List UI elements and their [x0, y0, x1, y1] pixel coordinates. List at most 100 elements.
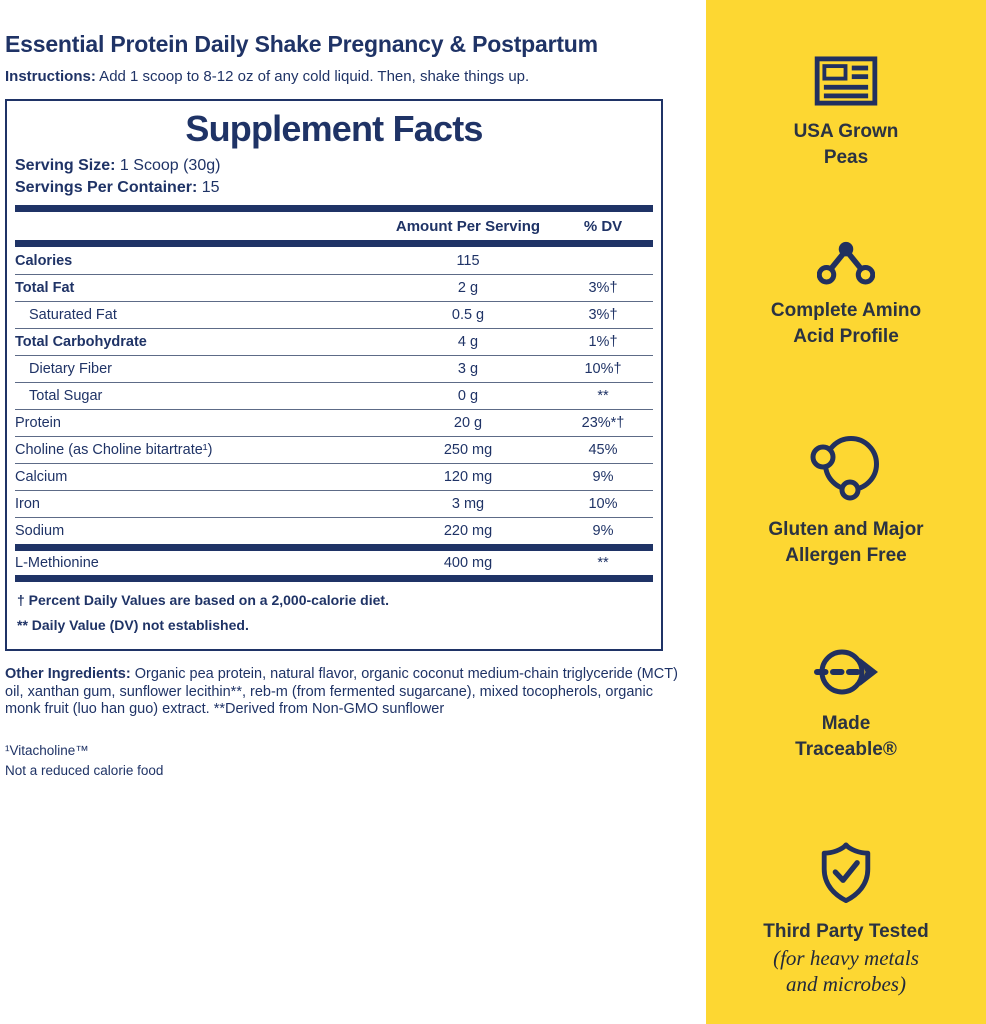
other-ingredients-text: Organic pea protein, natural flavor, org…: [5, 666, 678, 717]
table-row: Choline (as Choline bitartrate¹) 250 mg …: [15, 436, 653, 463]
feature-third-party-tested: Third Party Tested (for heavy metals and…: [706, 840, 986, 997]
feature-line: Third Party Tested: [763, 921, 929, 942]
nutrient-name: Iron: [15, 496, 40, 512]
feature-line: Made: [821, 713, 871, 734]
nutrient-name: Choline (as Choline bitartrate¹): [15, 442, 213, 458]
nutrient-dv: 1%†: [588, 334, 618, 350]
nutrient-amount: 250 mg: [443, 442, 493, 458]
table-row: Saturated Fat 0.5 g 3%†: [15, 301, 653, 328]
footnote-dv-not-established: ** Daily Value (DV) not established.: [17, 617, 249, 633]
molecule-icon: [817, 241, 875, 285]
page-title: Essential Protein Daily Shake Pregnancy …: [5, 31, 598, 57]
nutrient-amount: 3 g: [457, 361, 479, 377]
nutrient-dv: 3%†: [588, 280, 618, 296]
nutrient-dv: 9%: [592, 523, 614, 539]
nutrient-name: L-Methionine: [15, 555, 99, 571]
nutrient-amount: 4 g: [457, 334, 479, 350]
serving-info: Serving Size: 1 Scoop (30g) Servings Per…: [15, 155, 653, 199]
table-row: Total Fat 2 g 3%†: [15, 274, 653, 301]
thick-divider-bar: [15, 240, 653, 247]
feature-usa-grown-peas: USA Grown Peas: [706, 56, 986, 171]
nutrient-dv: 10%†: [584, 361, 622, 377]
table-row: Iron 3 mg 10%: [15, 490, 653, 517]
usa-flag-icon: [814, 56, 878, 106]
nutrient-dv: 9%: [592, 469, 614, 485]
thick-divider-bar: [15, 544, 653, 551]
supplement-facts-title: Supplement Facts: [185, 108, 483, 149]
serving-size-value: 1 Scoop (30g): [115, 157, 221, 174]
nutrient-amount: 2 g: [457, 280, 479, 296]
servings-value: 15: [197, 179, 220, 196]
instructions-text: Add 1 scoop to 8-12 oz of any cold liqui…: [95, 68, 530, 85]
column-header-amount: Amount Per Serving: [395, 217, 541, 235]
shield-check-icon: [821, 842, 871, 904]
table-row: Calories 115: [15, 247, 653, 274]
feature-note: (for heavy metals and microbes): [706, 945, 986, 997]
nutrient-dv: 23%*†: [581, 415, 625, 431]
calorie-note: Not a reduced calorie food: [5, 762, 164, 778]
table-row: Total Carbohydrate 4 g 1%†: [15, 328, 653, 355]
feature-complete-amino: Complete Amino Acid Profile: [706, 240, 986, 350]
instructions: Instructions: Add 1 scoop to 8-12 oz of …: [5, 67, 705, 86]
column-header-dv: % DV: [583, 217, 623, 235]
traceable-arrow-icon: [814, 649, 878, 695]
supplement-facts-panel: Supplement Facts Serving Size: 1 Scoop (…: [5, 99, 663, 651]
nutrient-amount: 0 g: [457, 388, 479, 404]
table-header-row: Amount Per Serving % DV: [15, 212, 653, 240]
nutrient-amount: 120 mg: [443, 469, 493, 485]
table-row: Dietary Fiber 3 g 10%†: [15, 355, 653, 382]
serving-size-line: Serving Size: 1 Scoop (30g): [15, 155, 653, 177]
nutrient-dv: 45%: [588, 442, 618, 458]
circles-icon: [810, 436, 879, 501]
nutrient-amount: 3 mg: [451, 496, 485, 512]
nutrient-dv: **: [597, 555, 609, 571]
feature-sidebar: USA Grown Peas Complete Amino Acid Profi…: [706, 0, 986, 1024]
nutrient-amount: 400 mg: [443, 555, 493, 571]
nutrient-name: Calcium: [15, 469, 68, 485]
feature-line: Traceable®: [795, 739, 897, 760]
serving-size-label: Serving Size:: [15, 157, 116, 174]
nutrient-dv: 3%†: [588, 307, 618, 323]
nutrient-name: Total Carbohydrate: [15, 334, 147, 350]
nutrient-name: Calories: [15, 252, 73, 269]
nutrient-name: Total Fat: [15, 280, 75, 296]
feature-made-traceable: Made Traceable®: [706, 646, 986, 763]
nutrient-dv: **: [597, 388, 609, 404]
other-ingredients: Other Ingredients: Organic pea protein, …: [5, 666, 681, 719]
table-row: Sodium 220 mg 9%: [15, 517, 653, 544]
feature-gluten-allergen-free: Gluten and Major Allergen Free: [706, 434, 986, 569]
nutrient-amount: 0.5 g: [451, 307, 485, 323]
table-row: Calcium 120 mg 9%: [15, 463, 653, 490]
bottom-notes: ¹Vitacholine™ Not a reduced calorie food: [5, 741, 705, 781]
feature-label: Third Party Tested: [706, 919, 986, 945]
vitacholine-note: ¹Vitacholine™: [5, 742, 89, 758]
feature-label: USA Grown Peas: [706, 119, 986, 171]
feature-note-line: and microbes): [786, 972, 906, 996]
footnote-daily-values: † Percent Daily Values are based on a 2,…: [17, 592, 389, 608]
nutrient-amount: 220 mg: [443, 523, 493, 539]
feature-line: Peas: [823, 147, 869, 168]
thick-divider-bar: [15, 575, 653, 582]
feature-label: Gluten and Major Allergen Free: [706, 517, 986, 569]
nutrient-name: Protein: [15, 415, 61, 431]
servings-label: Servings Per Container:: [15, 179, 198, 196]
feature-label: Made Traceable®: [706, 711, 986, 763]
instructions-label: Instructions:: [5, 68, 96, 85]
feature-line: USA Grown: [793, 121, 899, 142]
nutrient-amount: 115: [456, 252, 480, 269]
feature-line: Gluten and Major: [768, 519, 924, 540]
nutrient-name: Dietary Fiber: [29, 361, 112, 377]
servings-per-container-line: Servings Per Container: 15: [15, 177, 653, 199]
table-row: Protein 20 g 23%*†: [15, 409, 653, 436]
nutrition-rows: Calories 115 Total Fat 2 g 3%† Saturated…: [15, 247, 653, 544]
label-panel: Essential Protein Daily Shake Pregnancy …: [5, 0, 705, 781]
nutrient-amount: 20 g: [453, 415, 483, 431]
feature-label: Complete Amino Acid Profile: [706, 298, 986, 350]
table-row: Total Sugar 0 g **: [15, 382, 653, 409]
feature-line: Allergen Free: [785, 545, 907, 566]
facts-footnotes: † Percent Daily Values are based on a 2,…: [15, 582, 653, 649]
nutrient-name: Total Sugar: [29, 388, 103, 404]
other-ingredients-label: Other Ingredients:: [5, 666, 131, 682]
nutrient-name: Sodium: [15, 523, 65, 539]
nutrient-dv: 10%: [588, 496, 618, 512]
